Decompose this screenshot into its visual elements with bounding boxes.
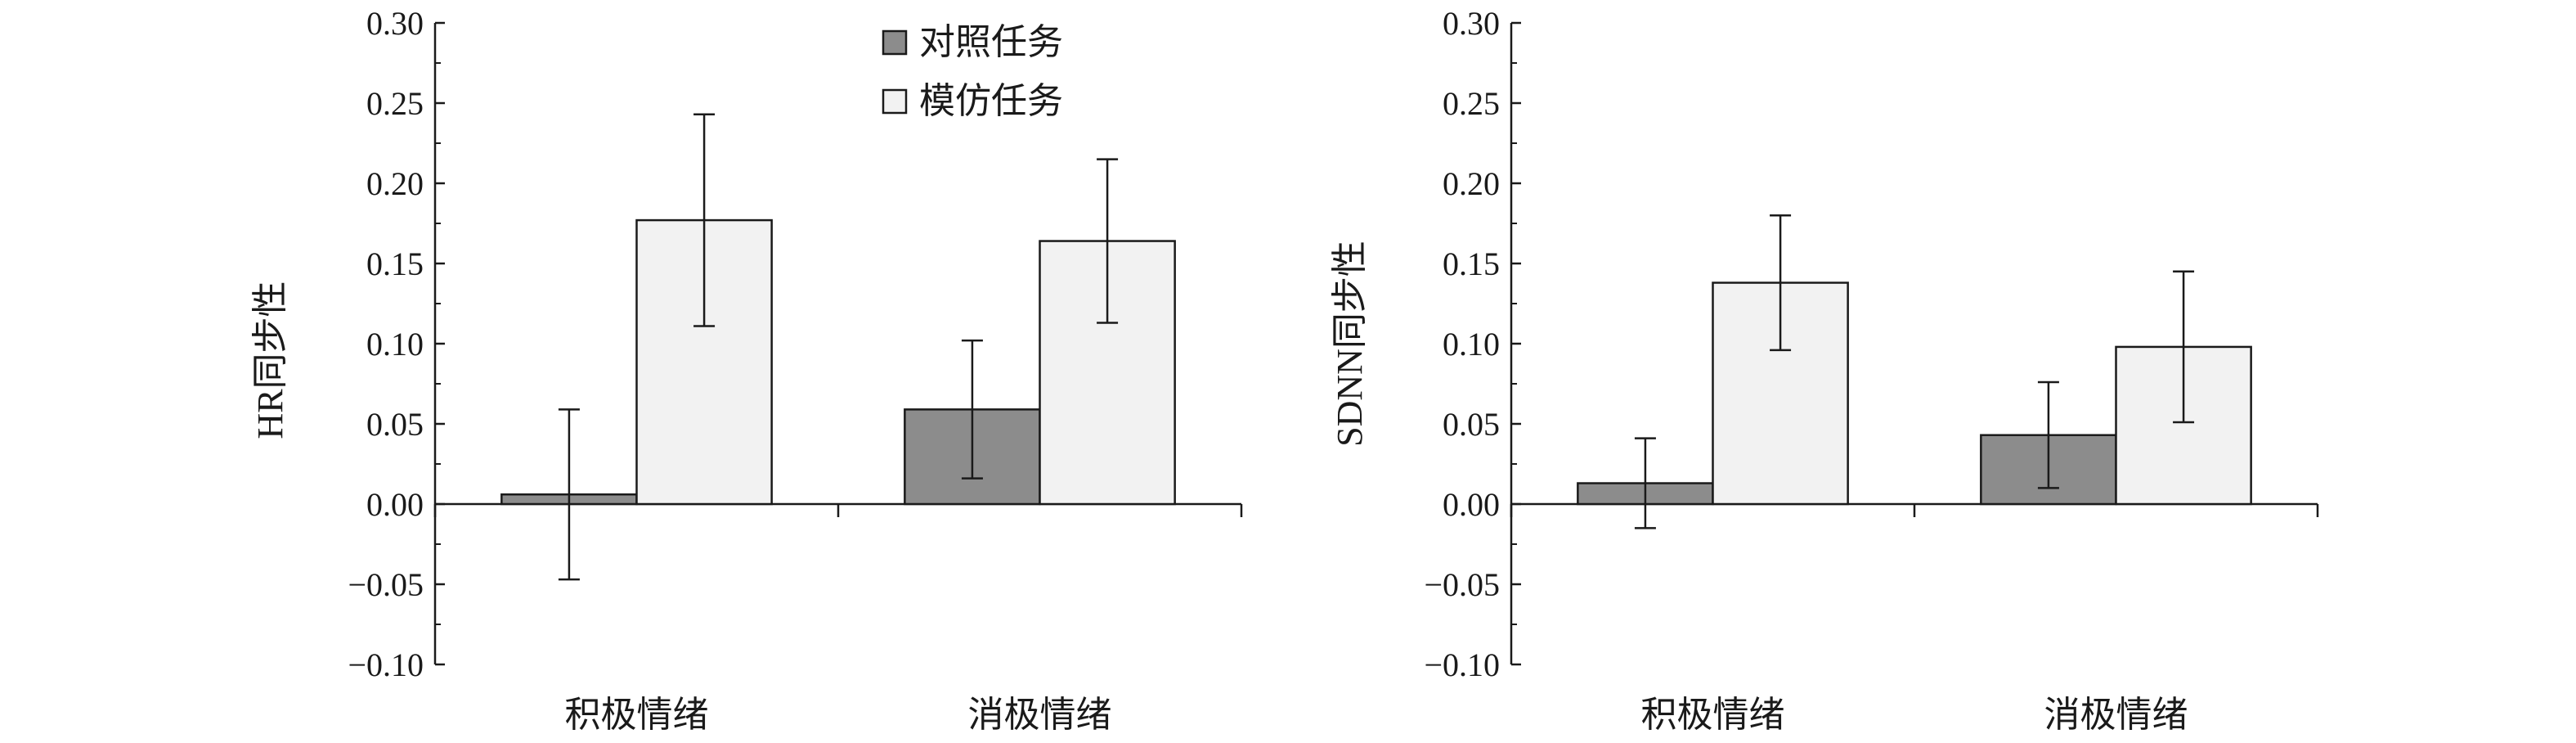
x-category-label: 消极情绪	[2044, 695, 2188, 735]
chart-panel-2: 0.30 0.25 0.20 0.15 0.10 0.05 0.00 −0.05 −0.10 积极…	[1330, 5, 2319, 735]
y-tick-label: 0.05	[1443, 406, 1500, 443]
y-tick-label: −0.05	[348, 566, 424, 603]
y-axis-title: HR同步性	[250, 281, 290, 439]
x-category-label: 消极情绪	[968, 695, 1112, 735]
y-tick-label: 0.25	[1443, 85, 1500, 122]
y-tick-label: 0.20	[1443, 165, 1500, 202]
y-tick-label: 0.15	[366, 245, 424, 282]
y-tick-label: 0.10	[1443, 326, 1500, 362]
x-category-label: 积极情绪	[1641, 695, 1785, 735]
y-tick-label: 0.05	[366, 406, 424, 443]
y-tick-label: 0.10	[366, 326, 424, 362]
y-tick-label: −0.05	[1424, 566, 1500, 603]
legend-label: 对照任务	[919, 22, 1063, 62]
y-tick-label: 0.25	[366, 85, 424, 122]
y-tick-label: 0.00	[1443, 486, 1500, 523]
legend-swatch	[882, 29, 908, 56]
legend-label: 模仿任务	[919, 81, 1063, 121]
y-tick-label: 0.15	[1443, 245, 1500, 282]
y-tick-label: −0.10	[1424, 646, 1500, 683]
y-tick-label: −0.10	[348, 646, 424, 683]
y-tick-label: 0.30	[366, 5, 424, 42]
y-tick-label: 0.20	[366, 165, 424, 202]
y-axis-title: SDNN同步性	[1330, 241, 1370, 447]
y-tick-label: 0.00	[366, 486, 424, 523]
x-category-label: 积极情绪	[565, 695, 709, 735]
y-tick-label: 0.30	[1443, 5, 1500, 42]
legend-swatch	[882, 88, 908, 115]
chart-panel-1: 0.30 0.25 0.20 0.15 0.10 0.05 0.00 −0.05 −0.10 积极…	[250, 5, 1243, 735]
